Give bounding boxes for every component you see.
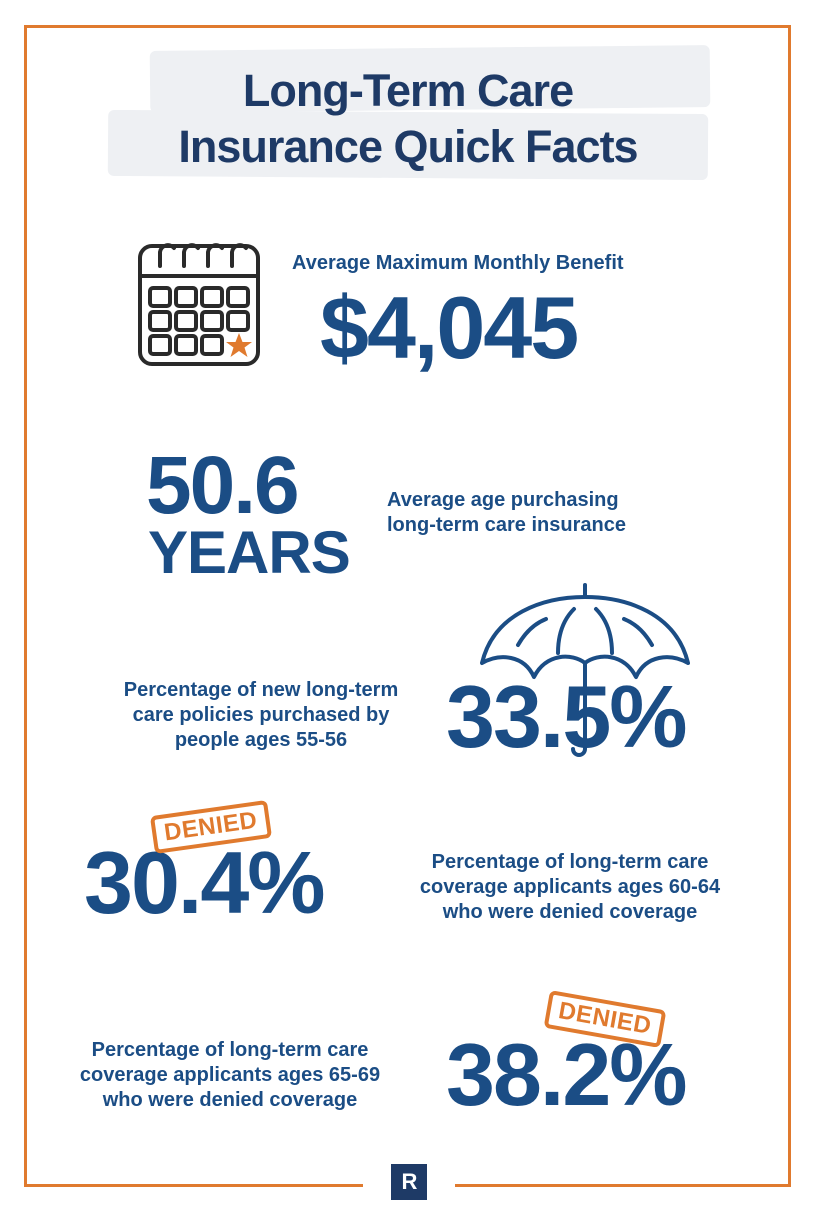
label-line: care policies purchased by xyxy=(132,704,390,726)
fact-ages-55-56-value: 33.5% xyxy=(446,667,688,766)
label-line: Percentage of long-term care xyxy=(91,1039,369,1061)
fact-average-age-value: 50.6 xyxy=(146,440,300,531)
fact-ages-60-64-label: Percentage of long-term care coverage ap… xyxy=(400,850,740,925)
umbrella-icon xyxy=(474,583,696,764)
label-line: who were denied coverage xyxy=(442,901,698,923)
fact-average-age-unit: YEARS xyxy=(148,519,351,586)
label-line: Average age purchasing xyxy=(387,489,619,511)
label-line: people ages 55-56 xyxy=(174,729,348,751)
fact-ages-65-69-value: 38.2% xyxy=(446,1025,688,1124)
fact-ages-65-69-label: Percentage of long-term care coverage ap… xyxy=(56,1038,404,1113)
brand-logo: R xyxy=(391,1164,427,1200)
label-line: who were denied coverage xyxy=(102,1089,358,1111)
calendar-star-icon xyxy=(136,234,262,373)
label-line: coverage applicants ages 60-64 xyxy=(419,876,721,898)
label-line: Percentage of long-term care xyxy=(431,851,709,873)
label-line: coverage applicants ages 65-69 xyxy=(79,1064,381,1086)
fact-average-age-label: Average age purchasing long-term care in… xyxy=(387,488,626,538)
fact-ages-55-56-label: Percentage of new long-term care policie… xyxy=(96,678,426,753)
label-line: Percentage of new long-term xyxy=(123,679,399,701)
label-line: long-term care insurance xyxy=(387,514,626,536)
page-title-line-2: Insurance Quick Facts xyxy=(178,121,638,172)
fact-monthly-benefit-value: $4,045 xyxy=(320,278,579,377)
fact-ages-60-64-value: 30.4% xyxy=(84,833,326,932)
page-title-line-1: Long-Term Care xyxy=(242,65,574,116)
fact-monthly-benefit-label: Average Maximum Monthly Benefit xyxy=(292,252,624,274)
logo-letter: R xyxy=(401,1169,418,1194)
